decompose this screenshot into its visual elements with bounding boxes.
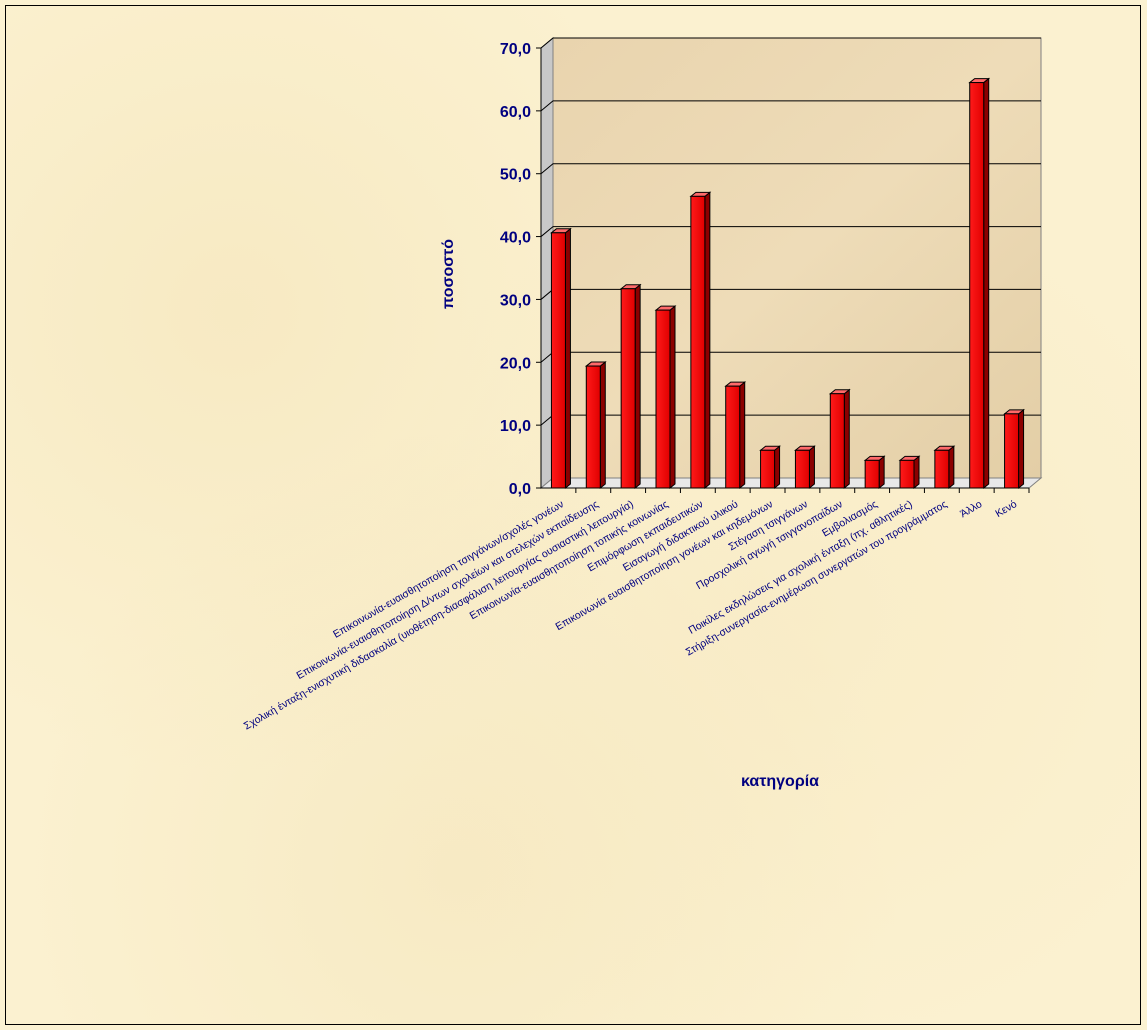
y-tick-label: 0,0 bbox=[509, 481, 531, 498]
plot-floor bbox=[539, 477, 1043, 489]
x-tick-label: Άλλο bbox=[958, 498, 984, 520]
x-tick-label: Επικοινωνία-ευαισθητοποίηση Δ/ντων σχολε… bbox=[294, 498, 600, 682]
bar bbox=[619, 283, 642, 490]
y-tick-label: 20,0 bbox=[500, 355, 531, 372]
y-tick-label: 60,0 bbox=[500, 104, 531, 121]
bar bbox=[968, 77, 991, 490]
bar bbox=[794, 445, 816, 490]
gridline bbox=[540, 37, 1041, 49]
bar bbox=[828, 388, 851, 490]
bar bbox=[759, 445, 781, 490]
bar bbox=[654, 305, 677, 490]
bar bbox=[584, 361, 607, 490]
bar bbox=[550, 227, 572, 490]
bar-chart: 0,0 10,0 20,0 30,0 40,0 50,0 60,0 70,0 Επικοινω… bbox=[242, 36, 1043, 790]
bar bbox=[1003, 408, 1025, 490]
y-axis-title: ποσοστό bbox=[440, 239, 457, 309]
bar bbox=[689, 191, 712, 490]
x-axis-title: κατηγορία bbox=[741, 773, 819, 790]
y-tick-label: 50,0 bbox=[500, 167, 531, 184]
y-tick-label: 10,0 bbox=[500, 418, 531, 435]
x-tick-label: Κενό bbox=[993, 498, 1019, 520]
y-tick-label: 30,0 bbox=[500, 292, 531, 309]
gridline bbox=[540, 226, 1041, 237]
x-tick-label: Επικοινωνία-ευαισθητοποίηση τσιγγάνων/σχ… bbox=[331, 498, 566, 641]
gridline bbox=[540, 163, 1041, 175]
bar bbox=[863, 455, 886, 490]
gridline bbox=[540, 100, 1041, 112]
chart-frame: 0,0 10,0 20,0 30,0 40,0 50,0 60,0 70,0 Επικοινω… bbox=[5, 5, 1141, 1025]
bar bbox=[898, 455, 921, 490]
y-tick-label: 40,0 bbox=[500, 230, 531, 247]
bar bbox=[724, 381, 747, 490]
bar bbox=[933, 445, 956, 490]
y-tick-label: 70,0 bbox=[500, 41, 531, 58]
